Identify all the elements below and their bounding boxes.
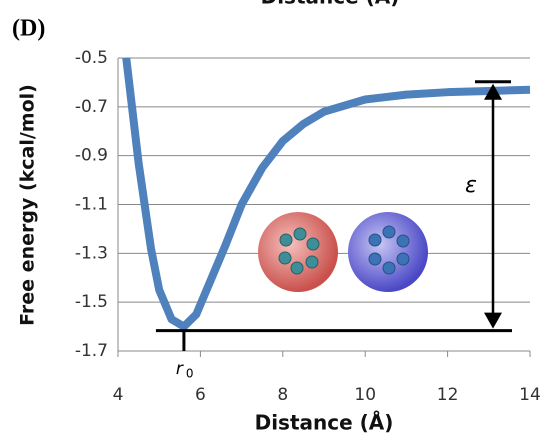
epsilon-label: ε [465, 173, 477, 198]
r0-label: r [176, 359, 184, 379]
y-tick-label: -0.5 [75, 48, 108, 68]
arrow-head [484, 312, 502, 329]
panel-label: (D) [12, 16, 45, 42]
y-tick-label: -0.9 [75, 146, 108, 166]
y-tick-label: -1.3 [75, 243, 108, 263]
line-series [122, 57, 531, 331]
y-tick-label: -0.7 [75, 97, 108, 117]
red-sphere [258, 212, 338, 292]
x-tick-label: 6 [195, 385, 206, 405]
r0-subscript: 0 [186, 367, 194, 381]
x-tick-label: 8 [277, 385, 288, 405]
x-tick-label: 10 [354, 385, 376, 405]
y-tick-label: -1.7 [75, 341, 108, 361]
y-tick-label: -1.5 [75, 292, 108, 312]
benzene-red [278, 227, 320, 275]
cropped-caption: Distance (Å) [261, 0, 400, 9]
arrow-head [484, 83, 502, 100]
x-tick-label: 4 [113, 385, 124, 405]
molecules [258, 212, 428, 292]
benzene-blue [368, 225, 410, 275]
x-tick-label: 12 [437, 385, 459, 405]
y-tick-label: -1.1 [75, 195, 108, 215]
x-tick-label: 14 [519, 385, 541, 405]
y-axis-label: Free energy (kcal/mol) [17, 84, 39, 326]
x-axis-label: Distance (Å) [255, 411, 394, 435]
blue-sphere [348, 212, 428, 292]
